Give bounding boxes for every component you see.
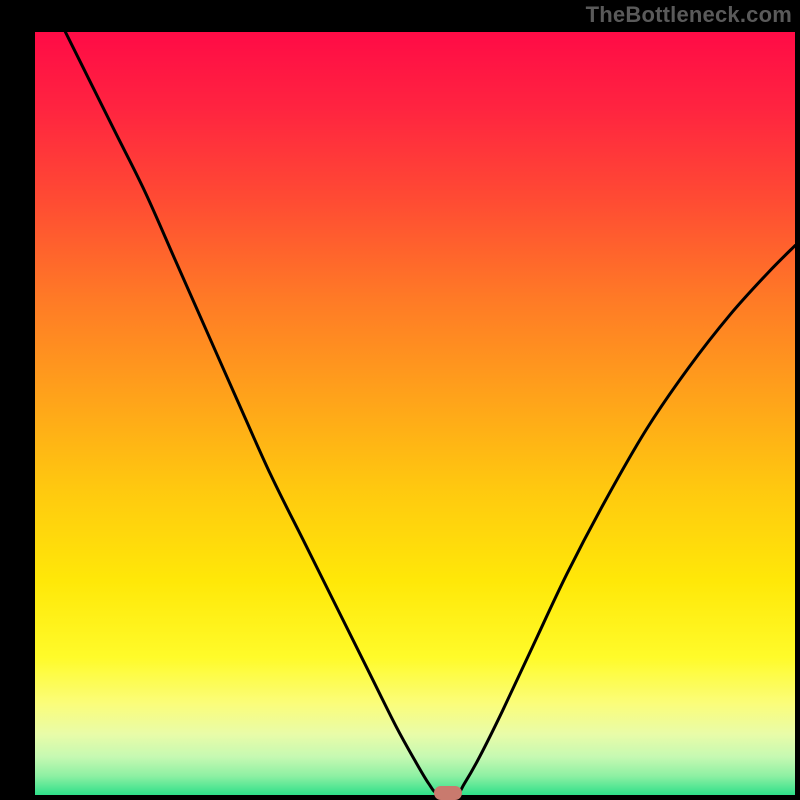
watermark-text: TheBottleneck.com bbox=[586, 2, 792, 28]
bottleneck-curve bbox=[35, 32, 795, 795]
plot-area bbox=[35, 32, 795, 795]
optimal-marker bbox=[434, 786, 462, 800]
